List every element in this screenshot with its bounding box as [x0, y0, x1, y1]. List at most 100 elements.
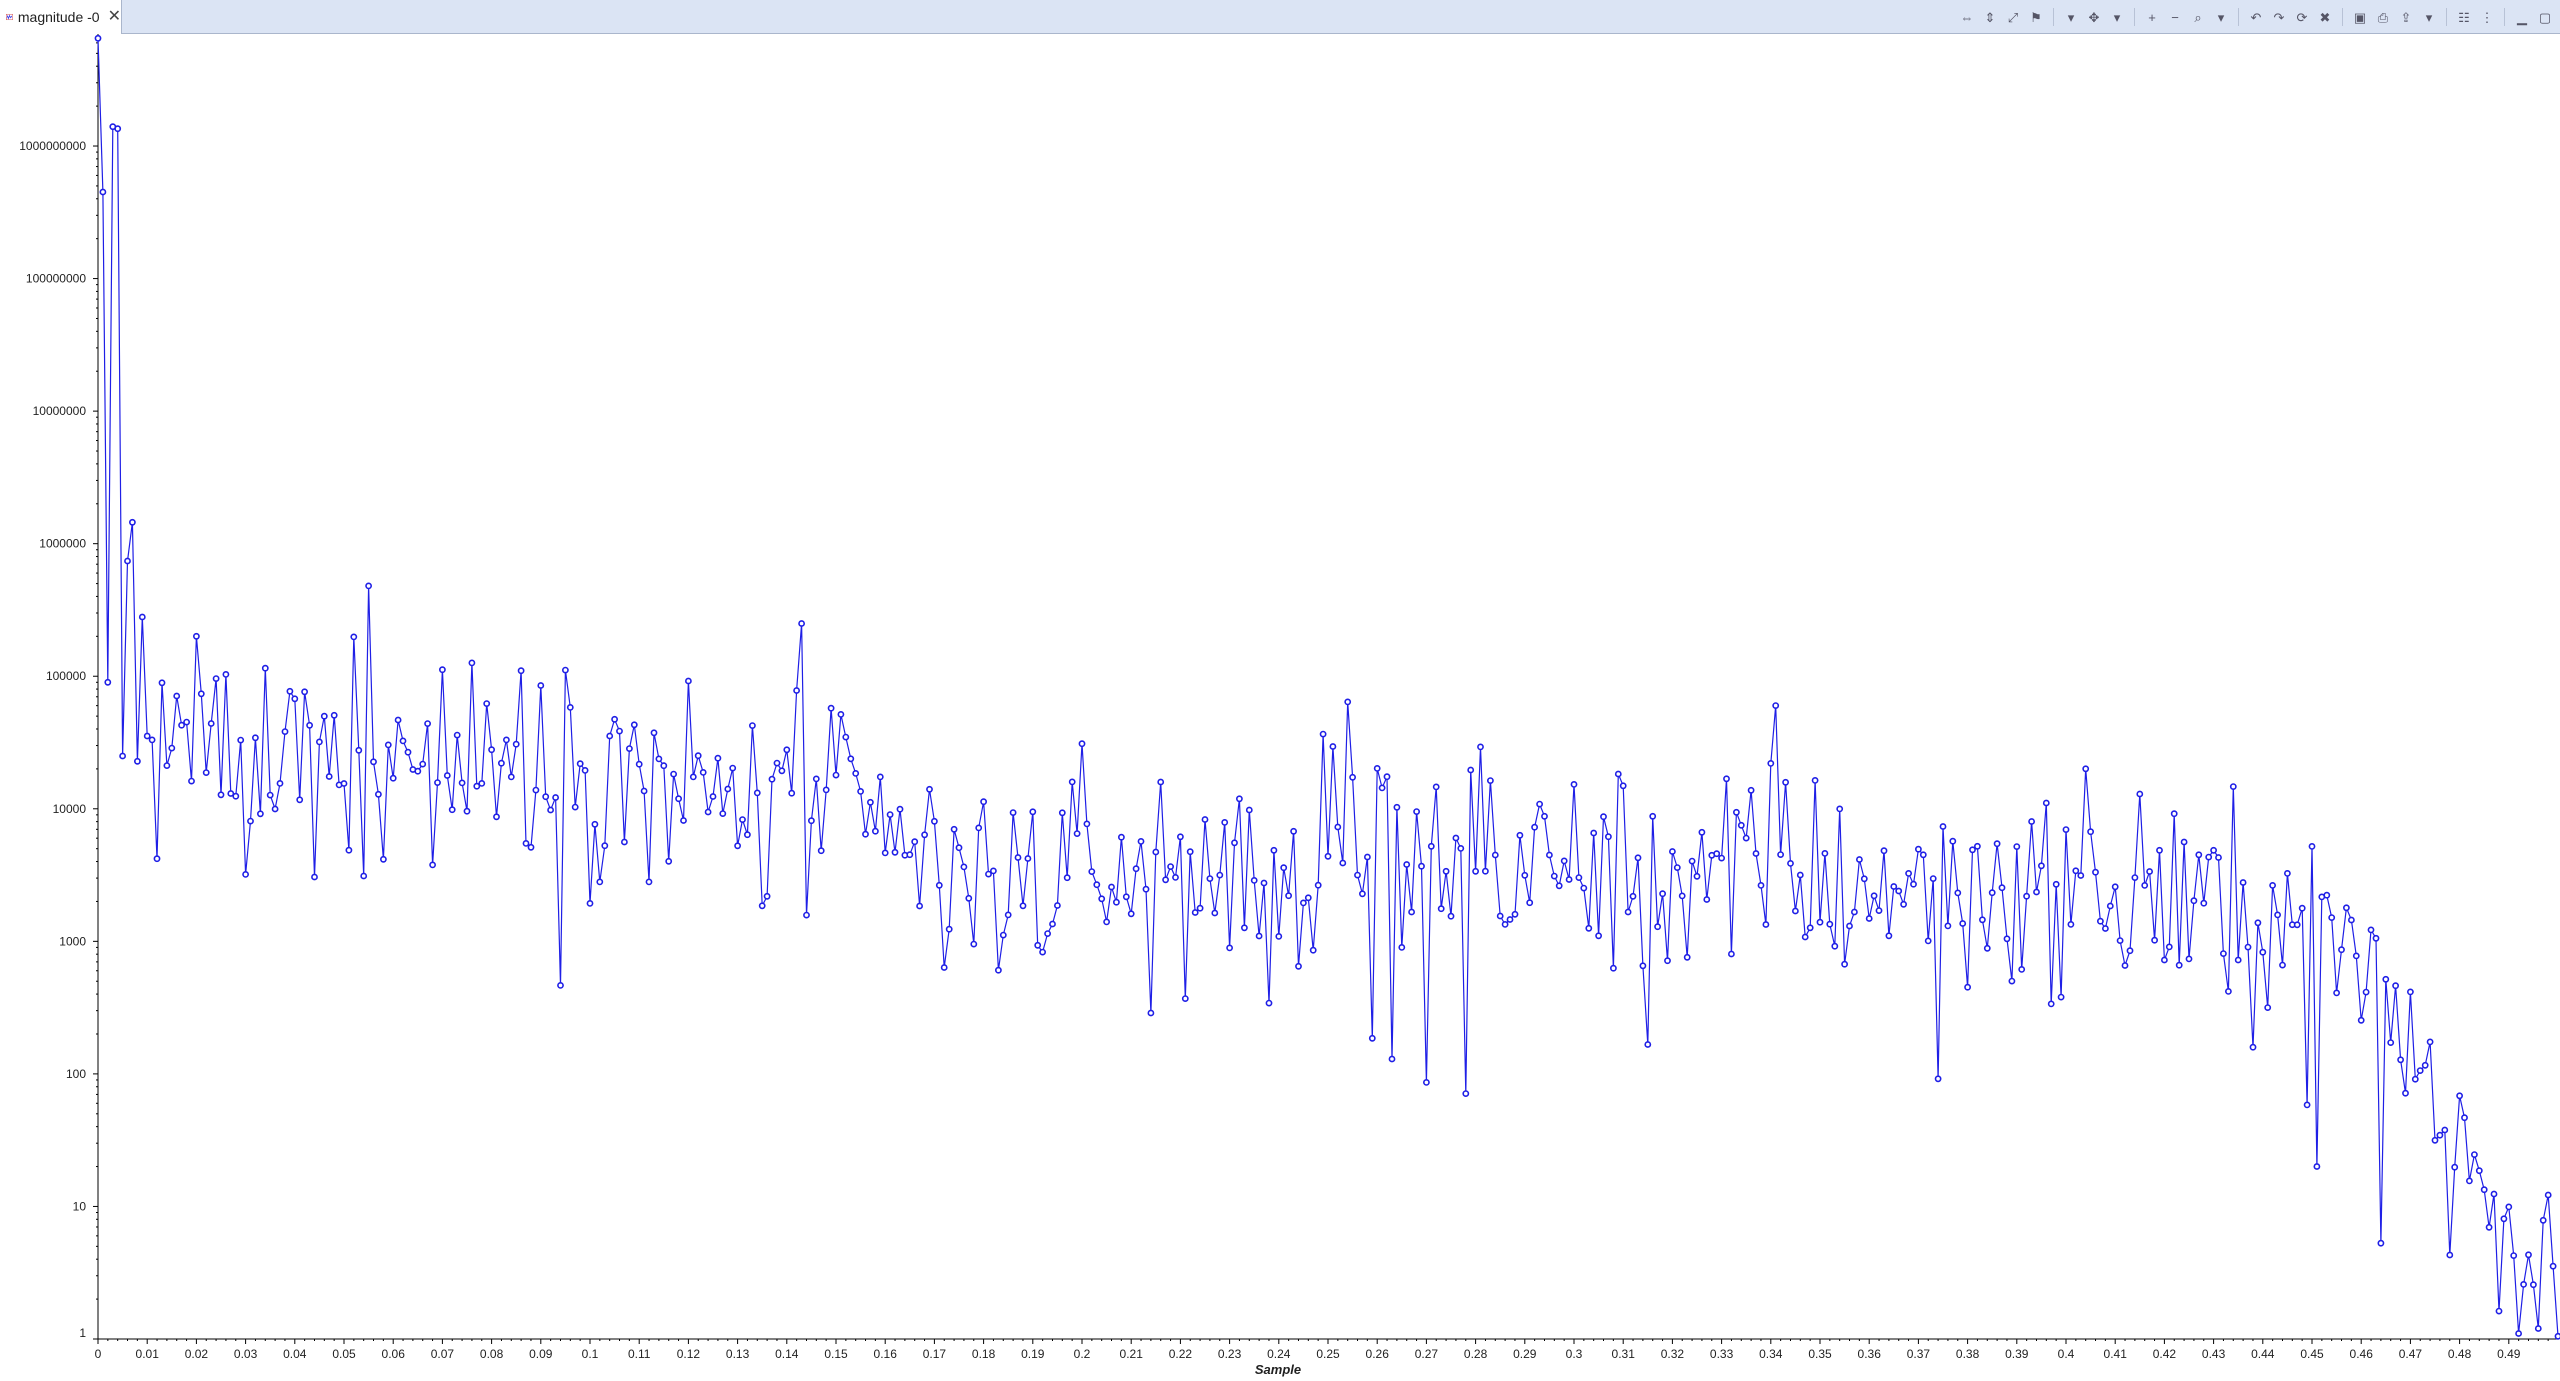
print-icon[interactable]: ⎙: [2377, 9, 2389, 25]
data-point: [104, 678, 112, 686]
toolbar-separator: [2342, 8, 2343, 26]
tab-magnitude[interactable]: magnitude -0 ✕: [0, 0, 122, 34]
export-icon[interactable]: ⇪: [2400, 9, 2412, 25]
view-menu-icon[interactable]: ⋮: [2480, 9, 2494, 25]
dropdown-arrow-icon[interactable]: ▾: [2217, 9, 2225, 25]
auto-scale-both-icon[interactable]: ⤢: [2007, 9, 2019, 25]
data-point: [940, 964, 948, 971]
data-point: [1186, 848, 1194, 856]
data-point: [714, 754, 722, 762]
properties-icon[interactable]: ☷: [2458, 9, 2470, 25]
data-point: [1024, 855, 1032, 862]
zoom-in-icon[interactable]: +: [2148, 9, 2156, 25]
maximize-icon[interactable]: ▢: [2538, 9, 2552, 25]
data-point: [719, 810, 727, 817]
zoom-out-icon[interactable]: −: [2171, 9, 2179, 25]
data-point: [340, 780, 348, 787]
data-point: [990, 867, 997, 875]
data-point: [896, 805, 904, 813]
data-point: [1698, 828, 1706, 836]
data-point: [429, 861, 436, 869]
data-point: [124, 557, 131, 565]
data-point: [99, 188, 107, 196]
data-point: [1295, 962, 1302, 970]
x-tick-label: 0.22: [1169, 1347, 1193, 1361]
close-icon[interactable]: ✕: [107, 8, 121, 25]
data-point: [1910, 880, 1917, 888]
minimize-icon[interactable]: ▁: [2517, 9, 2527, 25]
dropdown-arrow-icon[interactable]: ▾: [2067, 9, 2075, 25]
data-point: [1880, 847, 1888, 855]
data-point: [1546, 851, 1553, 859]
data-point: [2490, 1190, 2498, 1198]
redo-icon[interactable]: ↷: [2273, 9, 2285, 25]
data-point: [1368, 1034, 1376, 1042]
x-tick-label: 0.37: [1907, 1347, 1931, 1361]
data-point: [626, 745, 633, 752]
data-point: [232, 792, 240, 800]
data-point: [2101, 925, 2109, 932]
data-point: [1403, 861, 1411, 868]
refresh-icon[interactable]: ⟳: [2296, 9, 2308, 25]
magnitude-chart[interactable]: 1 10 100 1000 10000 100000 1000000 10000000 1000…: [0, 34, 2560, 1381]
x-tick-label: 0.14: [775, 1347, 799, 1361]
pan-icon[interactable]: ✥: [2088, 9, 2100, 25]
data-point: [227, 790, 235, 797]
data-point: [488, 746, 495, 754]
data-point: [355, 746, 363, 754]
data-point: [389, 774, 397, 782]
data-point: [2446, 1251, 2454, 1259]
data-point: [2303, 1101, 2311, 1109]
x-tick-label: 0.07: [431, 1347, 455, 1361]
data-point: [119, 752, 126, 760]
data-point: [724, 785, 732, 793]
data-point: [404, 748, 412, 756]
data-point: [138, 613, 146, 621]
data-point: [601, 842, 609, 850]
data-point: [606, 732, 614, 740]
auto-scale-y-icon[interactable]: ⇕: [1984, 9, 1996, 25]
auto-scale-x-icon[interactable]: ⇔: [1960, 9, 1974, 25]
data-point: [822, 786, 830, 794]
data-point: [704, 808, 712, 816]
data-point: [591, 820, 599, 828]
snapshot-icon[interactable]: ▣: [2353, 9, 2367, 25]
dropdown-arrow-icon[interactable]: ▾: [2113, 9, 2121, 25]
undo-icon[interactable]: ↶: [2250, 9, 2262, 25]
data-point: [650, 729, 658, 737]
data-point: [1427, 842, 1435, 850]
data-point: [2367, 926, 2375, 934]
data-point: [1634, 854, 1642, 862]
data-point: [1654, 923, 1661, 931]
data-point: [1949, 837, 1957, 845]
data-point: [1673, 864, 1681, 871]
data-point: [931, 817, 938, 825]
data-point: [2382, 975, 2390, 983]
x-tick-label: 0.44: [2251, 1347, 2275, 1361]
data-point: [291, 695, 299, 703]
data-point: [1979, 916, 1986, 924]
data-point: [1678, 892, 1686, 900]
data-point: [370, 758, 377, 766]
data-point: [2151, 936, 2158, 944]
data-point: [2047, 1000, 2055, 1008]
dropdown-arrow-icon[interactable]: ▾: [2425, 9, 2433, 25]
y-tick-label: 10000000: [33, 404, 87, 418]
data-point: [1865, 915, 1873, 922]
data-point: [522, 840, 530, 847]
data-point: [576, 760, 584, 768]
data-point: [1915, 845, 1922, 853]
data-point: [2249, 1043, 2257, 1051]
data-point: [271, 805, 279, 813]
zoom-area-icon[interactable]: ⌕: [2194, 9, 2202, 25]
data-point: [1073, 830, 1081, 837]
chart-labels: 1 10 100 1000 10000 100000 1000000 10000000 1000…: [19, 139, 2521, 1377]
data-point: [1039, 948, 1046, 956]
clear-icon[interactable]: ✖: [2319, 9, 2331, 25]
toolbar-separator: [2238, 8, 2239, 26]
data-point: [2441, 1126, 2449, 1134]
stagger-axes-icon[interactable]: ⚑: [2030, 9, 2042, 25]
data-point: [640, 787, 648, 795]
data-point: [1009, 809, 1017, 816]
data-point: [1260, 879, 1268, 887]
